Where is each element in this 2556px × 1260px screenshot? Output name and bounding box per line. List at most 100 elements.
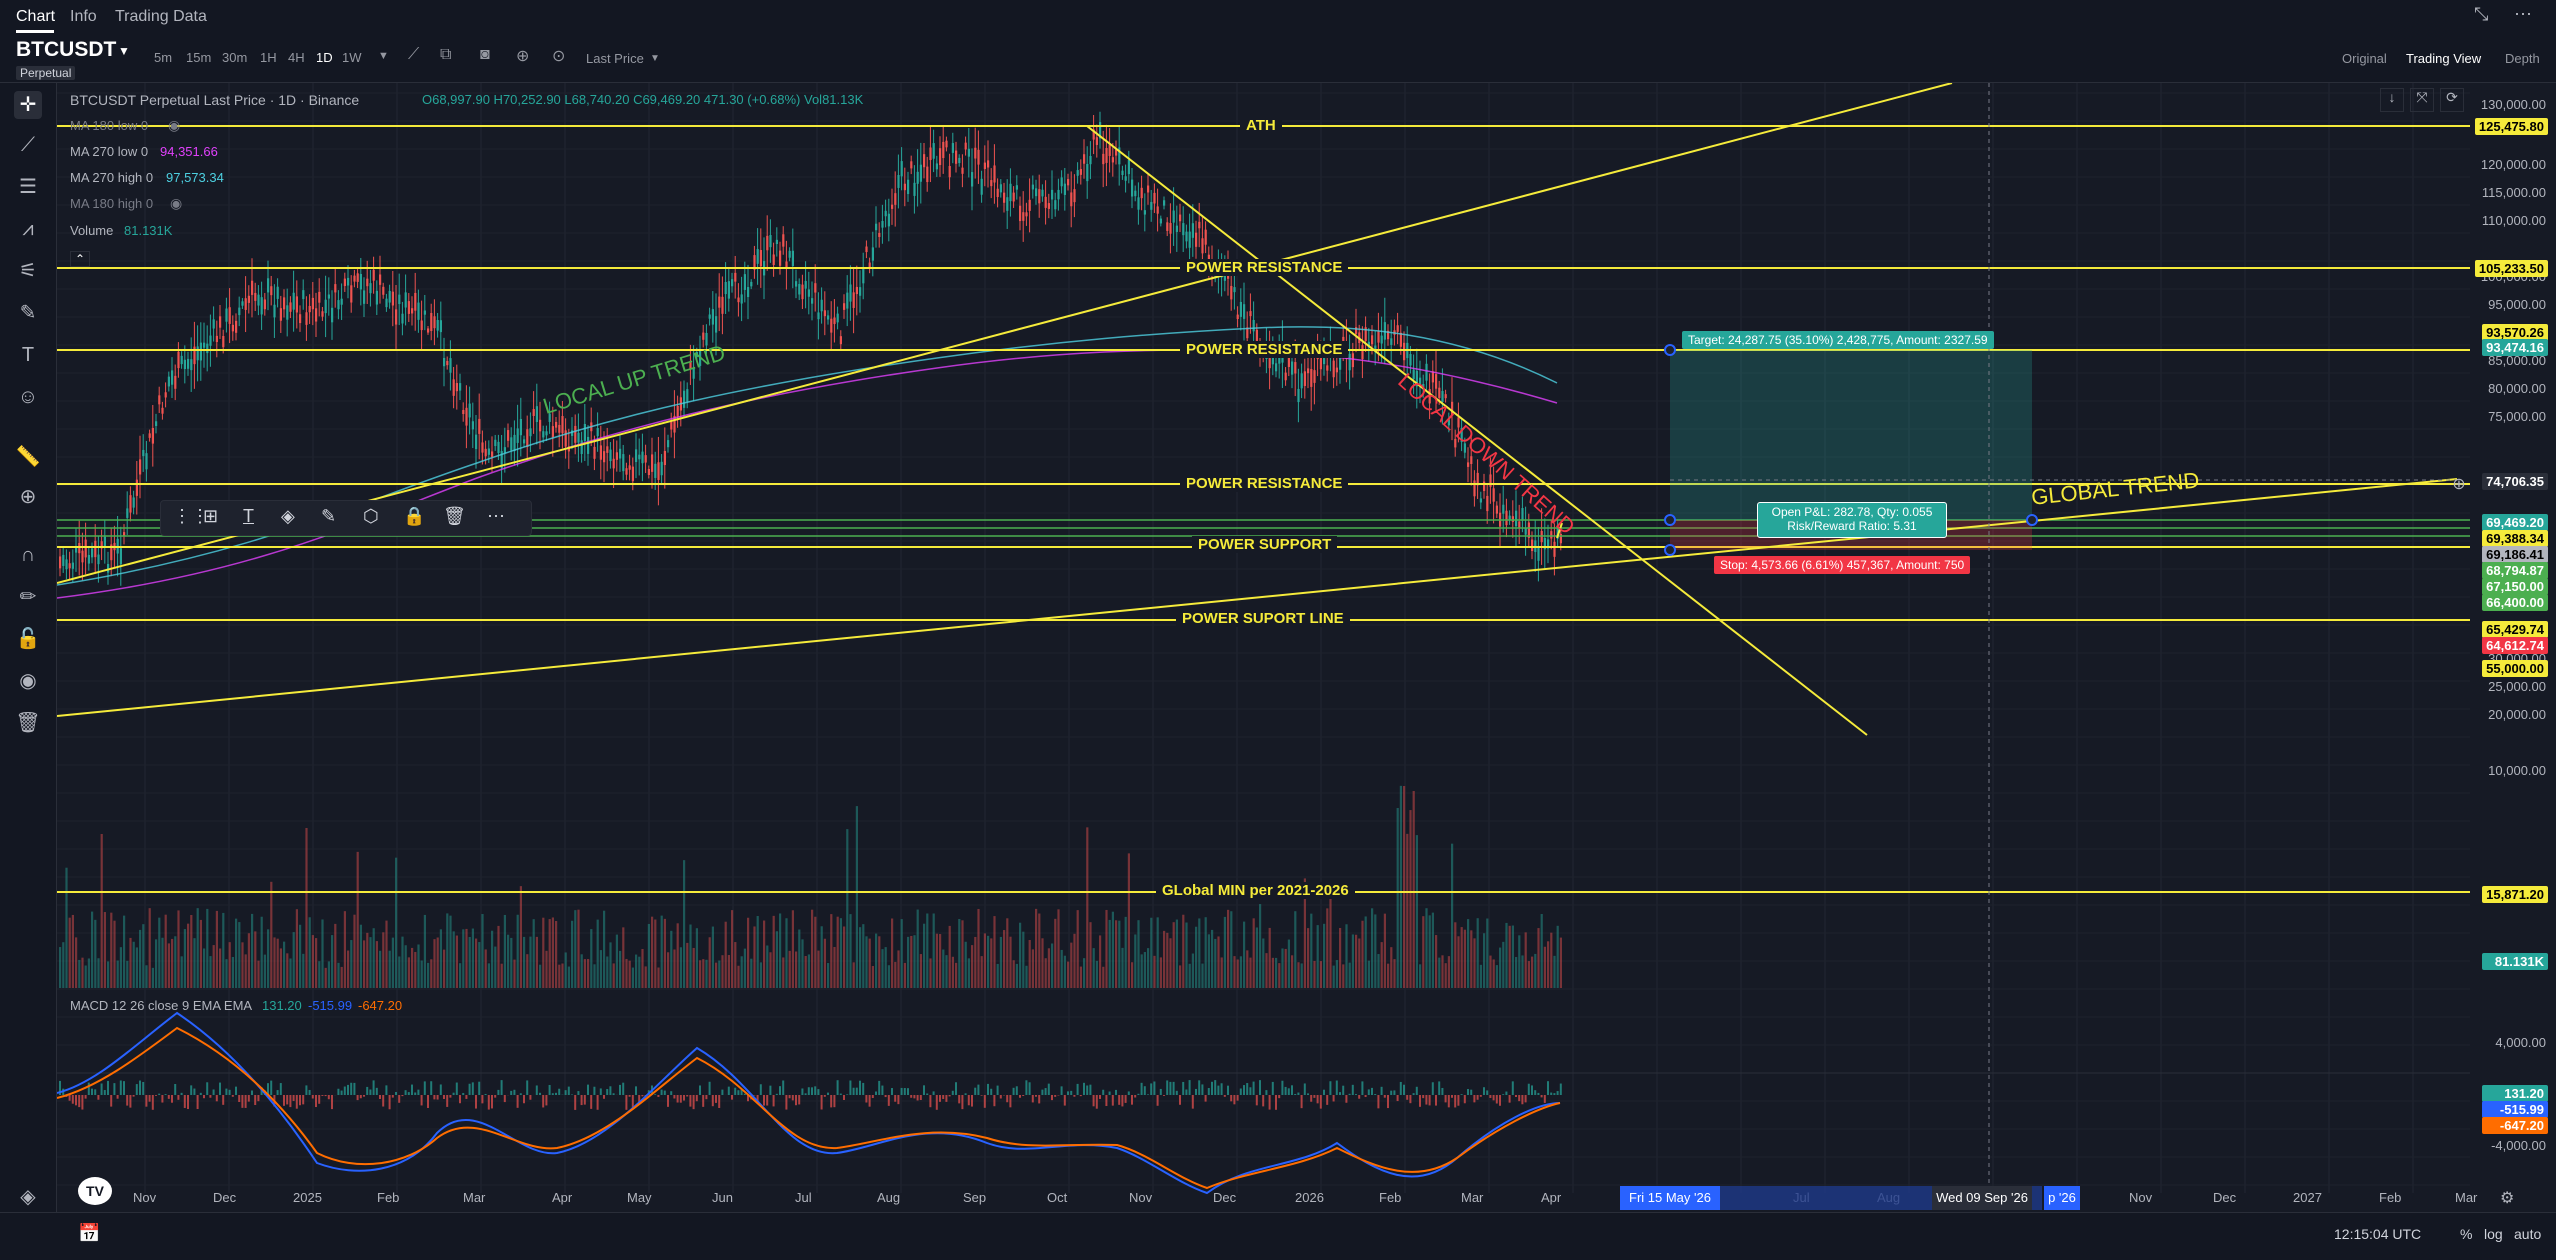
price-axis-tag[interactable]: 69,388.34 (2482, 530, 2548, 547)
annotation-power-resistance-3[interactable]: POWER RESISTANCE (1180, 475, 1348, 492)
price-axis-tag[interactable]: 15,871.20 (2482, 886, 2548, 903)
line-color-icon[interactable]: ✎ (321, 506, 336, 527)
template-icon[interactable]: ⊞ (203, 506, 218, 527)
macd-axis-tag[interactable]: -515.99 (2482, 1101, 2548, 1118)
interval-1d[interactable]: 1D (316, 50, 333, 65)
indicator-icon[interactable]: ⟋ (408, 46, 419, 64)
text-style-icon[interactable]: T (243, 506, 254, 527)
view-trading-view[interactable]: Trading View (2406, 51, 2481, 66)
tab-info[interactable]: Info (70, 8, 97, 26)
position-icon[interactable]: ⚟ (14, 257, 42, 285)
macd-axis-tag[interactable]: 131.20 (2482, 1085, 2548, 1102)
price-axis-tag[interactable]: 81.131K (2482, 953, 2548, 970)
camera-icon[interactable]: ◙ (480, 46, 490, 64)
ma-270-low-line (57, 350, 1557, 598)
crosshair-icon[interactable]: ✛ (14, 91, 42, 119)
time-axis-label: Dec (213, 1190, 236, 1205)
annotation-global-min[interactable]: GLobal MIN per 2021-2026 (1156, 882, 1355, 899)
macd-axis-tag[interactable]: -647.20 (2482, 1117, 2548, 1134)
text-icon[interactable]: T (14, 341, 42, 369)
scroll-down-icon[interactable]: ↓ (2380, 88, 2404, 112)
annotation-ath[interactable]: ATH (1240, 117, 1282, 134)
price-axis-tag[interactable]: 93,474.16 (2482, 339, 2548, 356)
view-original[interactable]: Original (2342, 51, 2387, 66)
calendar-icon[interactable]: 📅 (78, 1223, 100, 1244)
interval-15m[interactable]: 15m (186, 50, 211, 65)
view-depth[interactable]: Depth (2505, 51, 2540, 66)
price-axis-tag[interactable]: 68,794.87 (2482, 562, 2548, 579)
price-axis-tag[interactable]: 67,150.00 (2482, 578, 2548, 595)
settings-icon[interactable]: ⊙ (552, 46, 565, 66)
more-icon[interactable]: ⋯ (2514, 4, 2532, 25)
percent-scale-toggle[interactable]: % (2460, 1226, 2472, 1242)
ruler-icon[interactable]: 📏 (14, 443, 42, 471)
emoji-icon[interactable]: ☺ (14, 383, 42, 411)
annotation-power-support[interactable]: POWER SUPPORT (1192, 536, 1337, 553)
price-type-select[interactable]: Last Price (586, 51, 644, 66)
magnet-icon[interactable]: ∩ (14, 541, 42, 569)
interval-30m[interactable]: 30m (222, 50, 247, 65)
collapse-icon[interactable]: ⤡ (2474, 4, 2488, 25)
price-axis-tag[interactable]: 125,475.80 (2475, 118, 2548, 135)
price-axis-tag[interactable]: 55,000.00 (2482, 660, 2548, 677)
lock-drawing-icon[interactable]: ✏ (14, 583, 42, 611)
delete-drawing-icon[interactable]: 🗑 (443, 506, 466, 527)
price-axis-tag[interactable]: 74,706.35 (2482, 473, 2548, 490)
fullscreen-icon[interactable]: ⤧ (2410, 88, 2434, 112)
price-axis-tag[interactable]: 69,469.20 (2482, 514, 2548, 531)
price-axis-tag[interactable]: 66,400.00 (2482, 594, 2548, 611)
annotation-power-support-line[interactable]: POWER SUPORT LINE (1176, 610, 1350, 627)
annotation-power-resistance-1[interactable]: POWER RESISTANCE (1180, 259, 1348, 276)
target-label[interactable]: Target: 24,287.75 (35.10%) 2,428,775, Am… (1682, 331, 1994, 349)
collapse-legend-icon[interactable]: ⌃ (70, 251, 90, 267)
hidden-eye-icon-2[interactable]: ◉ (170, 195, 182, 212)
hidden-eye-icon[interactable]: ◉ (168, 117, 180, 134)
lock-icon[interactable]: 🔓 (14, 625, 42, 653)
time-range-end[interactable]: Wed 09 Sep '26 (1932, 1186, 2032, 1210)
trash-icon[interactable]: 🗑 (14, 709, 42, 737)
lock-drawing-toggle-icon[interactable]: 🔒 (403, 506, 425, 527)
price-axis-tag[interactable]: 65,429.74 (2482, 621, 2548, 638)
price-axis-tag[interactable]: 64,612.74 (2482, 637, 2548, 654)
price-axis-tag[interactable]: 105,233.50 (2475, 260, 2548, 277)
symbol-dropdown-icon[interactable]: ▼ (118, 44, 130, 58)
stop-label[interactable]: Stop: 4,573.66 (6.61%) 457,367, Amount: … (1714, 556, 1970, 574)
interval-5m[interactable]: 5m (154, 50, 172, 65)
time-axis-label: Nov (133, 1190, 156, 1205)
log-scale-toggle[interactable]: log (2484, 1226, 2503, 1242)
symbol-title[interactable]: BTCUSDT (16, 38, 116, 62)
risk-reward-text: Risk/Reward Ratio: 5.31 (1758, 519, 1946, 533)
time-range-start[interactable]: Fri 15 May '26 (1620, 1186, 1720, 1210)
time-axis-label: 2027 (2293, 1190, 2322, 1205)
brush-icon[interactable]: ✎ (14, 299, 42, 327)
fib-icon[interactable]: ☰ (14, 173, 42, 201)
pattern-icon[interactable]: ⩘ (14, 215, 42, 243)
target-zone[interactable] (1670, 350, 2032, 520)
eye-icon[interactable]: ◉ (14, 667, 42, 695)
compare-icon[interactable]: ⧉ (440, 46, 451, 64)
price-chart[interactable] (57, 83, 2471, 1211)
interval-4h[interactable]: 4H (288, 50, 305, 65)
fill-color-icon[interactable]: ◈ (281, 506, 295, 527)
interval-1h[interactable]: 1H (260, 50, 277, 65)
interval-1w[interactable]: 1W (342, 50, 362, 65)
auto-scale-toggle[interactable]: auto (2514, 1226, 2541, 1242)
layers-icon[interactable]: ◈ (14, 1183, 42, 1211)
time-range-end-tail[interactable]: p '26 (2044, 1186, 2080, 1210)
add-icon[interactable]: ⊕ (516, 46, 529, 66)
annotation-power-resistance-2[interactable]: POWER RESISTANCE (1180, 341, 1348, 358)
trendline-icon[interactable]: ⟋ (14, 131, 42, 159)
price-type-dropdown-icon[interactable]: ▼ (650, 53, 660, 64)
open-pl-box[interactable]: Open P&L: 282.78, Qty: 0.055 Risk/Reward… (1757, 502, 1947, 538)
tab-chart[interactable]: Chart (16, 8, 55, 26)
tab-trading-data[interactable]: Trading Data (115, 8, 207, 26)
settings-gear-icon[interactable]: ⬡ (363, 506, 379, 527)
interval-dropdown-icon[interactable]: ▼ (378, 50, 389, 62)
zoom-icon[interactable]: ⊕ (14, 483, 42, 511)
more-options-icon[interactable]: ⋯ (487, 506, 505, 527)
add-alert-icon[interactable]: ⊕ (2448, 474, 2470, 496)
chart-settings-icon[interactable]: ⚙ (2500, 1188, 2514, 1208)
price-axis-tag[interactable]: 69,186.41 (2482, 546, 2548, 563)
